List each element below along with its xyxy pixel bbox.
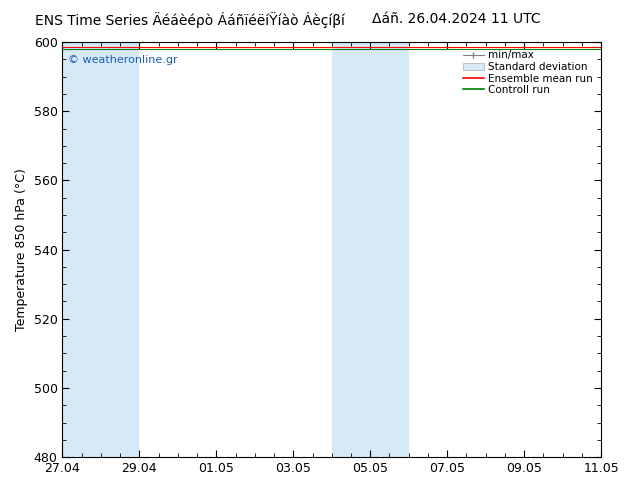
Text: ENS Time Series Äéáèéρò ÁáñïéëíŸíàò Áèçíβí: ENS Time Series Äéáèéρò ÁáñïéëíŸíàò Áèçí… <box>36 12 345 28</box>
Bar <box>601 42 634 457</box>
Bar <box>370 42 409 457</box>
Bar <box>62 42 101 457</box>
Y-axis label: Temperature 850 hPa (°C): Temperature 850 hPa (°C) <box>15 168 28 331</box>
Text: Δáñ. 26.04.2024 11 UTC: Δáñ. 26.04.2024 11 UTC <box>372 12 541 26</box>
Text: © weatheronline.gr: © weatheronline.gr <box>68 54 178 65</box>
Bar <box>101 42 139 457</box>
Legend: min/max, Standard deviation, Ensemble mean run, Controll run: min/max, Standard deviation, Ensemble me… <box>460 47 596 98</box>
Bar <box>332 42 370 457</box>
